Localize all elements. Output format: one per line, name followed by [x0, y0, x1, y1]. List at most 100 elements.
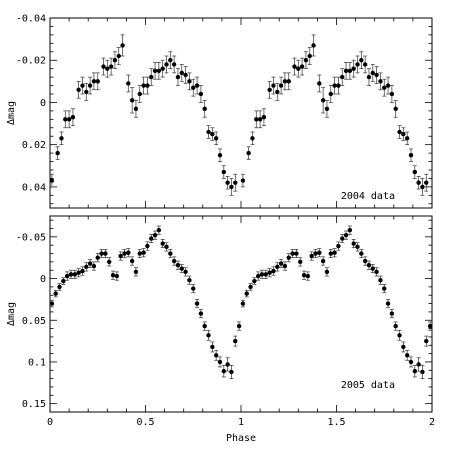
- panel-2005-data-point: [259, 272, 265, 277]
- panel-2005-data-point: [99, 251, 104, 256]
- panel-2005-data-point: [366, 263, 372, 268]
- panel-2005-x-tick-label: 1: [238, 417, 244, 428]
- panel-2005-data-point: [244, 291, 249, 296]
- panel-2004-data-point: [160, 66, 165, 71]
- panel-2005-data-point: [290, 251, 295, 256]
- panel-2004-y-tick-label: 0: [40, 98, 46, 109]
- panel-2005-data-point: [191, 286, 196, 291]
- panel-2005-data-point: [110, 273, 116, 278]
- panel-2004-data-point: [240, 178, 246, 183]
- panel-2004-data-point: [152, 68, 158, 73]
- panel-2005-data-point: [145, 243, 150, 249]
- panel-2004-data-point: [156, 68, 162, 73]
- panel-2004-data-point: [254, 117, 259, 122]
- panel-2005-data-point: [95, 255, 100, 260]
- panel-2005-data-point: [175, 263, 181, 268]
- panel-2005-data-point: [343, 232, 349, 238]
- panel-2005-data-point: [275, 264, 280, 270]
- panel-2005-data-point: [313, 251, 318, 256]
- panel-2005-data-point: [378, 278, 383, 283]
- panel-2005-data-point: [404, 353, 410, 358]
- panel-2004-data-point: [378, 79, 383, 84]
- panel-2004-data-point: [355, 62, 360, 67]
- panel-2005-data-point: [76, 270, 81, 275]
- panel-2004-data-point: [233, 180, 238, 185]
- panel-2004-data-point: [271, 83, 276, 88]
- panel-2005-data-point: [374, 269, 379, 275]
- x-axis-label: Phase: [226, 433, 256, 444]
- panel-2005-y-tick-label: -0.05: [16, 232, 46, 243]
- panel-2005-data-point: [255, 273, 261, 279]
- panel-2004-data-point: [63, 117, 68, 122]
- panel-2004-data-point: [389, 91, 395, 97]
- panel-2005-data-point: [271, 268, 276, 274]
- panel-2005-data-point: [198, 311, 204, 316]
- panel-2005-data-point: [362, 258, 368, 264]
- panel-2004-data-point: [213, 136, 219, 141]
- panel-2005-data-point: [221, 368, 227, 374]
- panel-2004-data-point: [382, 85, 387, 90]
- panel-2005-data-point: [324, 269, 330, 275]
- panel-2005-data-point: [347, 227, 353, 233]
- panel-2004-data-point: [91, 79, 97, 84]
- panel-2004-data-point: [366, 74, 372, 80]
- panel-2005-data-point: [382, 286, 387, 291]
- panel-2004-data-point: [385, 83, 391, 88]
- panel-2004-data-point: [95, 79, 100, 84]
- panel-2004-data-point: [340, 74, 345, 80]
- panel-2005-data-point: [133, 269, 139, 275]
- panel-2004-data-point: [416, 180, 421, 185]
- panel-2004-data-point: [120, 43, 125, 48]
- panel-2004-data-point: [217, 153, 223, 158]
- panel-2005-data-point: [278, 261, 284, 266]
- panel-2004-data-point: [332, 83, 337, 88]
- panel-2005-data-point: [225, 362, 230, 367]
- panel-2004-data-point: [359, 58, 364, 63]
- panel-2005-data-point: [126, 250, 131, 255]
- panel-2004-data-point: [229, 184, 234, 190]
- panel-2005-data-point: [210, 344, 215, 350]
- panel-2005-data-point: [236, 323, 242, 329]
- panel-2005-data-point: [118, 253, 123, 259]
- panel-2005-data-point: [129, 258, 135, 264]
- panel-2005-data-point: [72, 272, 78, 277]
- panel-2005-ticks: [49, 216, 433, 413]
- panel-2004-data-point: [374, 72, 379, 78]
- panel-2004-data-point: [194, 83, 200, 88]
- panel-2005-data-point: [320, 258, 326, 264]
- panel-2005-x-tick-label: 0: [47, 417, 53, 428]
- panel-2004-data-point: [311, 43, 316, 48]
- panel-2004-data-point: [292, 64, 297, 69]
- panel-2004-data-point: [275, 89, 280, 95]
- panel-2004-data-point: [191, 85, 196, 90]
- panel-2005-data-point: [91, 263, 97, 269]
- panel-2005-data-point: [240, 301, 246, 306]
- panel-2005-data-point: [64, 273, 70, 279]
- panel-2005-data-point: [107, 259, 112, 265]
- panel-2005-data-point: [213, 353, 219, 358]
- panel-2004-data-point: [70, 115, 76, 120]
- panel-2005-data-point: [53, 291, 58, 296]
- panel-2005-data-point: [160, 241, 165, 246]
- panel-2005-data-point: [61, 278, 66, 284]
- panel-2005-data-point: [84, 264, 89, 270]
- panel-2004-data-point: [66, 117, 72, 122]
- panel-2005-data-point: [49, 301, 55, 306]
- panel-2005-data-point: [248, 284, 253, 290]
- panel-2004-data-point: [145, 83, 150, 88]
- panel-2004-data-point: [278, 83, 284, 88]
- panel-2005-data-point: [57, 284, 62, 290]
- panel-2004-y-tick-label: -0.02: [16, 56, 46, 67]
- panel-2004-data-point: [370, 70, 375, 76]
- panel-2004-data-point: [282, 79, 288, 84]
- panel-2005-x-tick-label: 2: [429, 417, 435, 428]
- panel-2004-data-point: [303, 58, 309, 63]
- panel-2005-data-point: [194, 301, 200, 306]
- panel-2004-data-point: [55, 150, 60, 156]
- panel-2004-data-point: [137, 91, 142, 97]
- panel-2005-data-point: [370, 266, 375, 271]
- panel-2004-y-tick-label: 0.04: [22, 182, 46, 193]
- panel-2004-data-point: [261, 115, 267, 120]
- panel-2005-data-point: [389, 311, 395, 316]
